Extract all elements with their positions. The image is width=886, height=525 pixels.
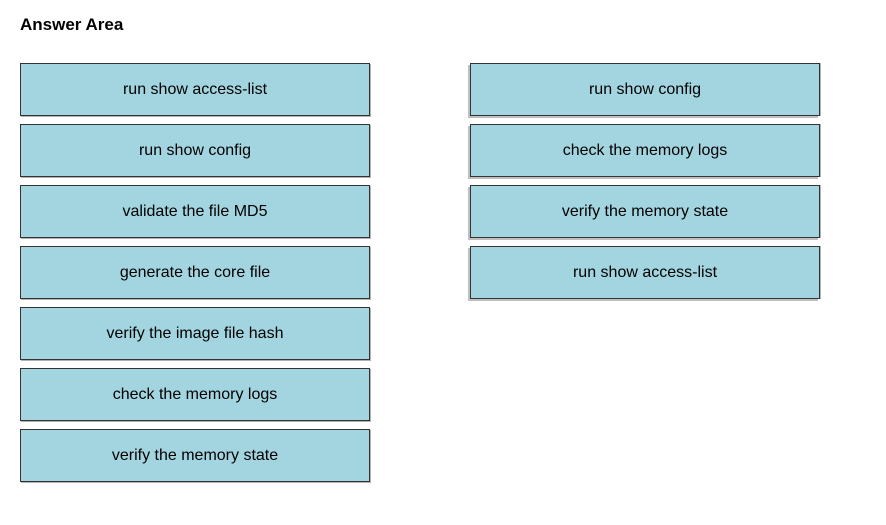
answer-columns: run show access-list run show config val… [20,63,866,482]
drag-item[interactable]: check the memory logs [20,368,370,421]
drag-item[interactable]: generate the core file [20,246,370,299]
drag-item[interactable]: verify the memory state [20,429,370,482]
drag-item[interactable]: validate the file MD5 [20,185,370,238]
drag-item[interactable]: run show access-list [20,63,370,116]
drag-item[interactable]: verify the image file hash [20,307,370,360]
drop-item[interactable]: run show config [470,63,820,116]
drop-item[interactable]: check the memory logs [470,124,820,177]
drop-item[interactable]: verify the memory state [470,185,820,238]
page-title: Answer Area [20,15,866,35]
drop-item[interactable]: run show access-list [470,246,820,299]
drag-item[interactable]: run show config [20,124,370,177]
target-column[interactable]: run show config check the memory logs ve… [470,63,820,482]
source-column[interactable]: run show access-list run show config val… [20,63,370,482]
